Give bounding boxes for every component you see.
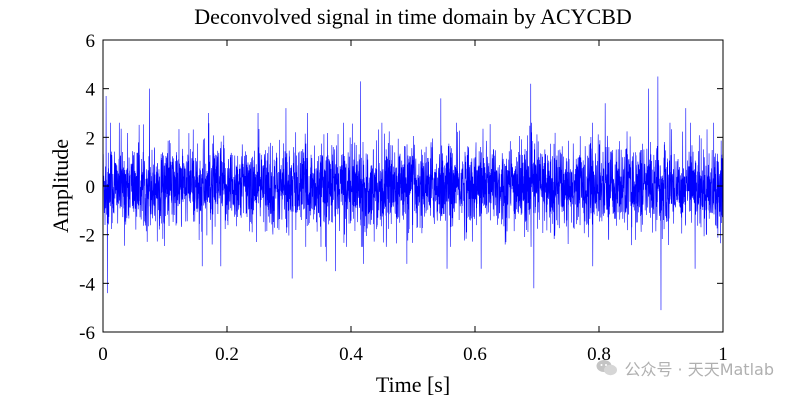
y-tick-label: 2: [86, 128, 96, 149]
signal-series: [102, 76, 724, 311]
x-axis-label: Time [s]: [376, 372, 450, 397]
y-tick-label: 4: [86, 80, 96, 101]
watermark: 公众号 · 天天Matlab: [596, 356, 774, 380]
wechat-icon: [596, 360, 618, 376]
watermark-text: 公众号 · 天天Matlab: [624, 360, 774, 379]
x-tick-label: 0.2: [215, 344, 239, 365]
y-tick-label: -4: [79, 274, 95, 295]
y-tick-label: 6: [86, 31, 96, 52]
x-tick-label: 0.6: [463, 344, 487, 365]
y-tick-label: 0: [86, 177, 96, 198]
y-tick-label: -6: [79, 323, 95, 344]
x-tick-label: 0.4: [339, 344, 363, 365]
y-axis-label: Amplitude: [48, 139, 73, 233]
x-tick-label: 0.8: [587, 344, 611, 365]
chart-title: Deconvolved signal in time domain by ACY…: [194, 4, 632, 29]
signal-line: [102, 76, 724, 311]
x-tick-label: 0: [98, 344, 108, 365]
x-tick-label: 1: [718, 344, 728, 365]
axis-ticks: 0 0.2 0.4 0.6 0.8 1 -6 -4 -2 0 2 4 6: [79, 31, 728, 365]
y-tick-label: -2: [79, 226, 95, 247]
